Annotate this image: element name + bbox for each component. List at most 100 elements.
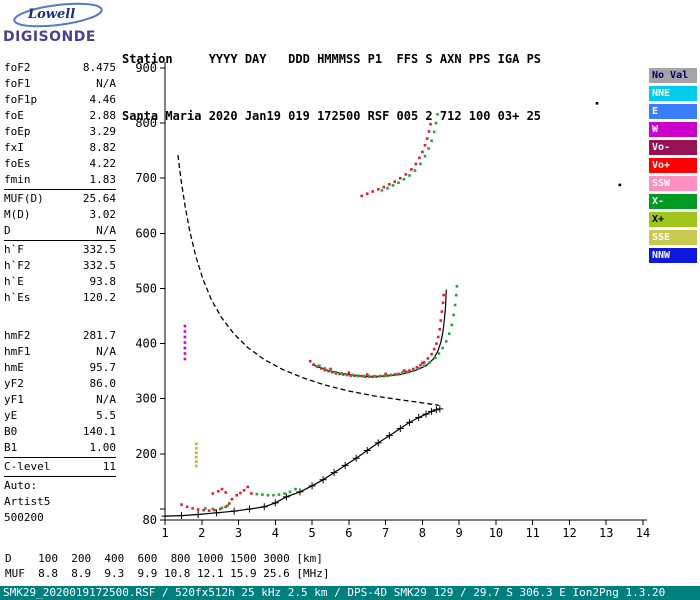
series-second-hop-o-dot bbox=[399, 176, 402, 180]
x-tick-label: 10 bbox=[489, 526, 503, 540]
series-f-trace-x-dot bbox=[453, 303, 457, 307]
param-value: 11 bbox=[102, 460, 116, 473]
param-label: foF1p bbox=[4, 93, 38, 106]
panel-divider bbox=[4, 457, 116, 458]
legend-entry-nne: NNE bbox=[649, 86, 697, 101]
series-f-trace-x-dot bbox=[437, 352, 441, 355]
series-second-hop-o-dot bbox=[421, 150, 424, 154]
profile-plus-marker bbox=[194, 510, 202, 518]
series-f-trace-o-dot bbox=[419, 363, 422, 367]
series-es-trace-o-dot bbox=[211, 492, 215, 495]
legend-entry-x-: X+ bbox=[649, 212, 697, 227]
profile-plus-marker bbox=[406, 418, 414, 426]
param-value: N/A bbox=[96, 224, 116, 237]
param-row-Auto: Auto: bbox=[4, 478, 116, 494]
dmuf-row-d: D 100 200 400 600 800 1000 1500 3000 [km… bbox=[5, 552, 323, 565]
param-value: 86.0 bbox=[89, 377, 117, 390]
series-second-hop-x-dot bbox=[423, 154, 427, 158]
ionogram-parameter-panel: foF2 8.475 foF1 N/A foF1p 4.46 foE 2.88 foEp 3.29… bbox=[4, 60, 116, 526]
series-f-trace-o-dot bbox=[411, 367, 415, 371]
series-second-hop-x-dot bbox=[397, 181, 400, 184]
series-e-trace-o-dot bbox=[230, 497, 234, 501]
logo-swoosh-icon bbox=[13, 2, 103, 28]
param-row-D: D N/A bbox=[4, 223, 116, 239]
legend-entry-ssw: SSW bbox=[649, 176, 697, 191]
profile-plus-marker bbox=[352, 454, 360, 462]
series-f-trace-o-dot bbox=[356, 374, 360, 378]
series-second-hop-o-dot bbox=[418, 156, 421, 160]
param-label: Auto: bbox=[4, 479, 38, 492]
param-row-foF2: foF2 8.475 bbox=[4, 60, 116, 76]
profile-plus-marker bbox=[341, 461, 349, 469]
series-f-trace-o-dot bbox=[378, 374, 382, 378]
series-es-trace-x-dot bbox=[294, 487, 297, 491]
series-second-hop-x-dot bbox=[419, 162, 422, 166]
series-f-trace-x-dot bbox=[454, 293, 458, 297]
series-sse-marker-dot bbox=[195, 460, 198, 463]
series-f-trace-o-dot bbox=[384, 372, 387, 376]
series-es-trace-x-dot bbox=[266, 493, 270, 497]
param-label: foF2 bbox=[4, 61, 31, 74]
legend-entry-nnw: NNW bbox=[649, 248, 697, 263]
profile-plus-marker bbox=[374, 439, 382, 447]
profile-plus-marker bbox=[319, 476, 327, 484]
param-label: yF2 bbox=[4, 377, 24, 390]
series-es-trace-o-dot bbox=[235, 493, 238, 497]
profile-plus-marker bbox=[428, 407, 436, 415]
series-f-trace-x-dot bbox=[323, 367, 327, 370]
series-second-hop-o-dot bbox=[388, 183, 391, 186]
series-w-marker-dot bbox=[183, 341, 187, 344]
lowell-digisonde-logo: Lowell DIGISONDE bbox=[2, 2, 116, 50]
param-row-B1: B1 1.00 bbox=[4, 440, 116, 456]
series-e-trace-o-dot bbox=[196, 508, 200, 511]
series-o-trace-fit bbox=[311, 289, 447, 378]
y-tick-label: 300 bbox=[135, 392, 157, 406]
param-row-hmF1: hmF1 N/A bbox=[4, 344, 116, 360]
param-label: foF1 bbox=[4, 77, 31, 90]
param-value: 2.88 bbox=[89, 109, 117, 122]
series-f-trace-o-dot bbox=[426, 357, 430, 360]
series-f-trace-x-dot bbox=[422, 364, 426, 367]
param-row-Clevel: C-level 11 bbox=[4, 459, 116, 475]
series-e-trace-x-dot bbox=[204, 507, 207, 510]
param-value: 332.5 bbox=[82, 243, 116, 256]
profile-plus-marker bbox=[178, 512, 186, 520]
param-value: 3.02 bbox=[89, 208, 117, 221]
profile-plus-marker bbox=[385, 432, 393, 440]
param-row-MUFD: MUF(D) 25.64 bbox=[4, 191, 116, 207]
series-w-marker-dot bbox=[183, 357, 187, 361]
param-value: 4.46 bbox=[89, 93, 117, 106]
series-w-marker-dot bbox=[183, 346, 187, 350]
profile-plus-marker bbox=[436, 405, 444, 413]
x-tick-label: 8 bbox=[419, 526, 426, 540]
param-label: hmE bbox=[4, 361, 24, 374]
series-second-hop-o-dot bbox=[404, 173, 408, 176]
panel-divider bbox=[4, 476, 116, 477]
param-label: fxI bbox=[4, 141, 24, 154]
param-value: 1.00 bbox=[89, 441, 117, 454]
dmuf-row-muf: MUF 8.8 8.9 9.3 9.9 10.8 12.1 15.9 25.6 … bbox=[5, 567, 330, 580]
series-es-trace-o-dot bbox=[246, 485, 249, 489]
series-second-hop-o-dot bbox=[371, 190, 374, 193]
series-f-trace-o-dot bbox=[320, 367, 323, 370]
param-value: 8.475 bbox=[82, 61, 116, 74]
series-f-trace-o-dot bbox=[367, 375, 371, 378]
series-f-trace-o-dot bbox=[393, 373, 397, 376]
param-label: B1 bbox=[4, 441, 18, 454]
series-f-trace-o-dot bbox=[438, 328, 441, 331]
series-noise-dots-dot bbox=[595, 102, 599, 105]
series-f-trace-o-dot bbox=[345, 373, 349, 377]
param-value: 4.22 bbox=[89, 157, 117, 170]
series-es-trace-x-dot bbox=[272, 493, 275, 497]
series-f-trace-o-dot bbox=[441, 301, 445, 305]
series-f-trace-x-dot bbox=[389, 373, 393, 377]
series-second-hop-x-dot bbox=[408, 174, 411, 177]
series-f-trace-x-dot bbox=[367, 374, 371, 378]
series-f-trace-o-dot bbox=[397, 372, 400, 376]
series-f-trace-x-dot bbox=[318, 364, 321, 367]
param-row-hmF2: hmF2 281.7 bbox=[4, 328, 116, 344]
series-es-trace-o-dot bbox=[239, 491, 242, 495]
series-f-trace-o-dot bbox=[331, 371, 334, 374]
series-second-hop-o-dot bbox=[382, 185, 386, 189]
param-label: yE bbox=[4, 409, 18, 422]
